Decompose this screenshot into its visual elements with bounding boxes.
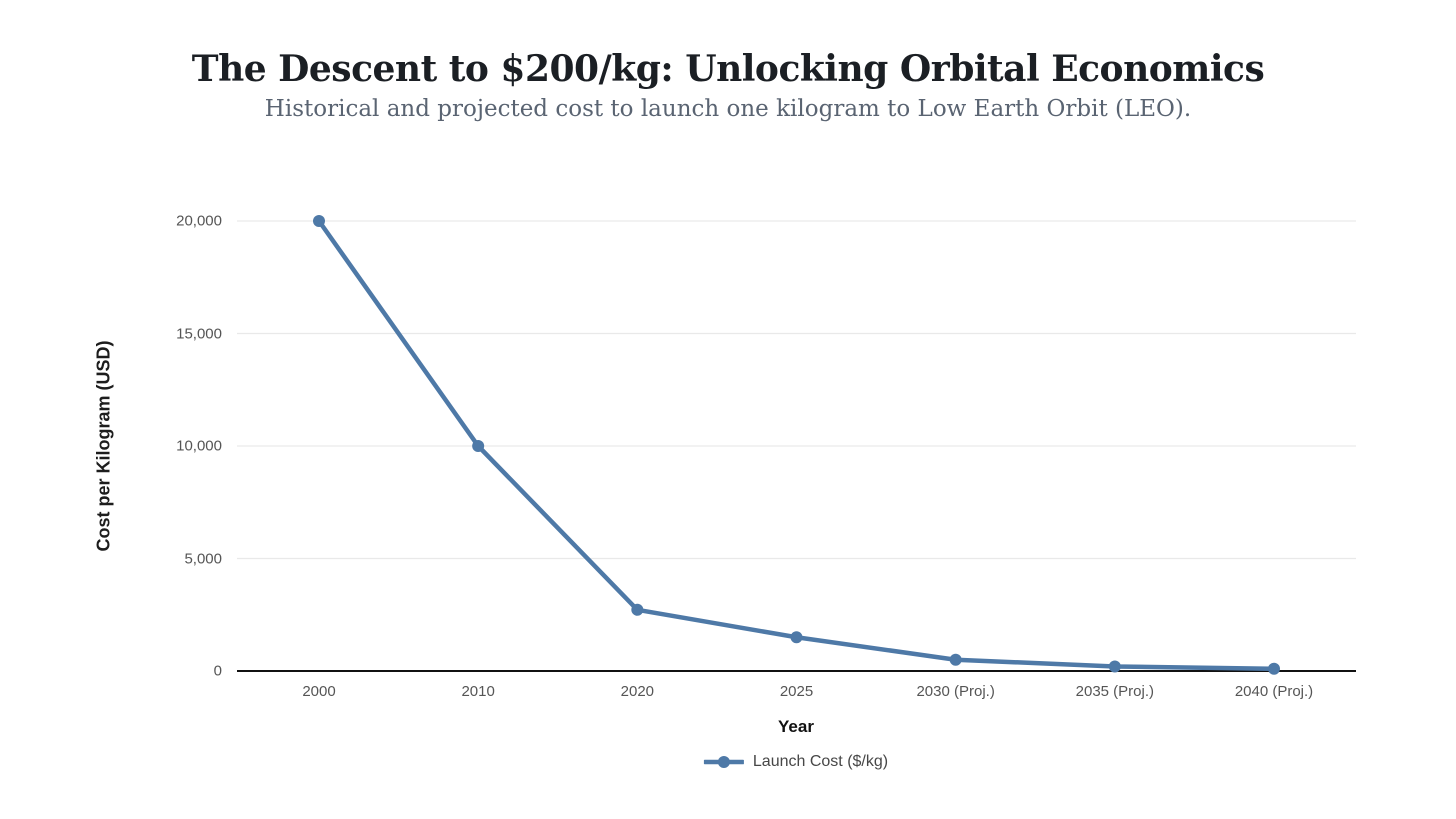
- x-tick-label: 2000: [302, 683, 336, 700]
- chart-title: The Descent to $200/kg: Unlocking Orbita…: [191, 48, 1265, 90]
- legend-label: Launch Cost ($/kg): [752, 753, 889, 770]
- y-tick-label: 20,000: [176, 212, 222, 230]
- x-tick-label: 2010: [461, 683, 495, 700]
- data-point: [631, 603, 644, 616]
- y-axis-title: Cost per Kilogram (USD): [93, 340, 114, 552]
- data-point: [1268, 662, 1280, 675]
- x-tick-label: 2020: [620, 683, 655, 700]
- data-point: [949, 653, 962, 666]
- x-tick-label: 2035 (Proj.): [1075, 683, 1155, 700]
- y-tick-label: 15,000: [176, 325, 222, 342]
- data-point: [313, 215, 325, 227]
- data-point: [1108, 660, 1121, 673]
- x-axis-title: Year: [778, 717, 814, 736]
- y-tick-label: 10,000: [176, 437, 222, 455]
- y-tick-label: 5,000: [184, 550, 222, 567]
- series-line: [316, 218, 1277, 671]
- y-tick-label: 0: [213, 662, 222, 680]
- x-tick-label: 2040 (Proj.): [1234, 683, 1314, 700]
- data-point: [790, 631, 803, 644]
- chart-subtitle: Historical and projected cost to launch …: [264, 96, 1192, 122]
- x-tick-label: 2025: [779, 683, 814, 700]
- x-tick-label: 2030 (Proj.): [916, 683, 995, 700]
- legend: Launch Cost ($/kg): [703, 753, 889, 771]
- data-point: [472, 440, 485, 452]
- legend-line-marker-icon: [703, 756, 744, 768]
